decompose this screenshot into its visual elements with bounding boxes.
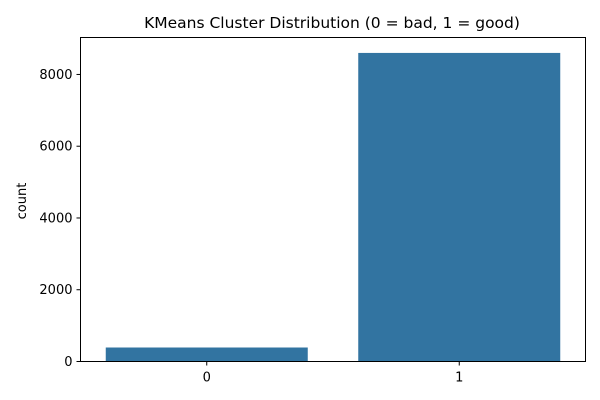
y-tick-label: 6000 [39, 140, 72, 155]
bar-0 [105, 347, 308, 362]
x-tick-label: 1 [455, 371, 463, 386]
y-tick-label: 2000 [39, 283, 72, 298]
bars-group [105, 52, 561, 362]
y-ticks-group: 0 2000 4000 6000 8000 [39, 68, 81, 370]
bar-1 [358, 52, 561, 362]
y-axis-label: count [15, 183, 30, 220]
y-tick-label: 4000 [39, 211, 72, 226]
chart-title: KMeans Cluster Distribution (0 = bad, 1 … [144, 14, 520, 32]
y-tick-label: 8000 [39, 68, 72, 83]
plot-frame [80, 37, 586, 362]
y-tick-label: 0 [64, 355, 72, 370]
x-tick-label: 0 [203, 371, 211, 386]
